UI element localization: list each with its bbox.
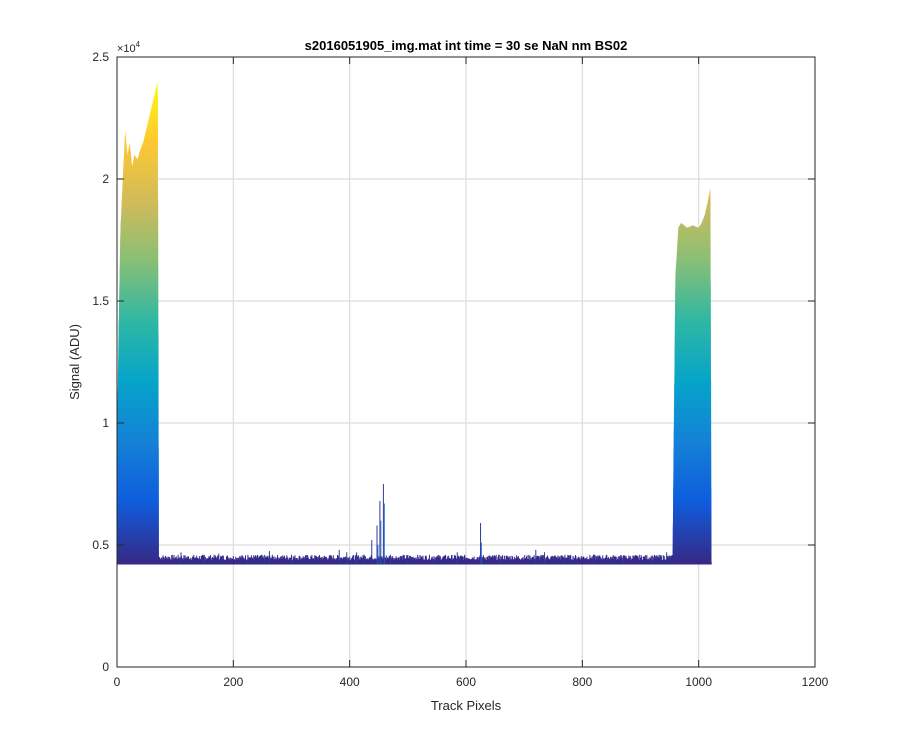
right-signal-band-texture xyxy=(672,190,712,565)
x-tick-label: 1200 xyxy=(802,675,829,689)
left-signal-band-texture xyxy=(117,89,160,565)
spike xyxy=(379,501,382,565)
x-tick-label: 400 xyxy=(340,675,360,689)
x-tick-label: 0 xyxy=(114,675,121,689)
x-tick-label: 600 xyxy=(456,675,476,689)
y-tick-label: 1.5 xyxy=(92,294,109,308)
x-tick-label: 1000 xyxy=(685,675,712,689)
spike xyxy=(376,525,379,565)
spike xyxy=(382,484,385,565)
y-axis-exponent: ×104 xyxy=(117,40,141,55)
y-tick-label: 1 xyxy=(102,416,109,430)
x-tick-label: 800 xyxy=(572,675,592,689)
x-axis-label: Track Pixels xyxy=(431,698,502,713)
data-layer xyxy=(117,81,712,565)
y-tick-label: 0 xyxy=(102,660,109,674)
y-tick-label: 2.5 xyxy=(92,50,109,64)
axis-ticks: 0 200 400 600 800 1000 1200 0 0.5 1 1.5 2 2.5 xyxy=(92,50,828,689)
y-tick-label: 2 xyxy=(102,172,109,186)
spike xyxy=(480,523,483,565)
y-tick-label: 0.5 xyxy=(92,538,109,552)
y-axis-label: Signal (ADU) xyxy=(67,324,82,400)
baseline-band xyxy=(158,560,673,565)
x-tick-label: 200 xyxy=(223,675,243,689)
chart-title: s2016051905_img.mat int time = 30 se NaN… xyxy=(305,38,628,53)
